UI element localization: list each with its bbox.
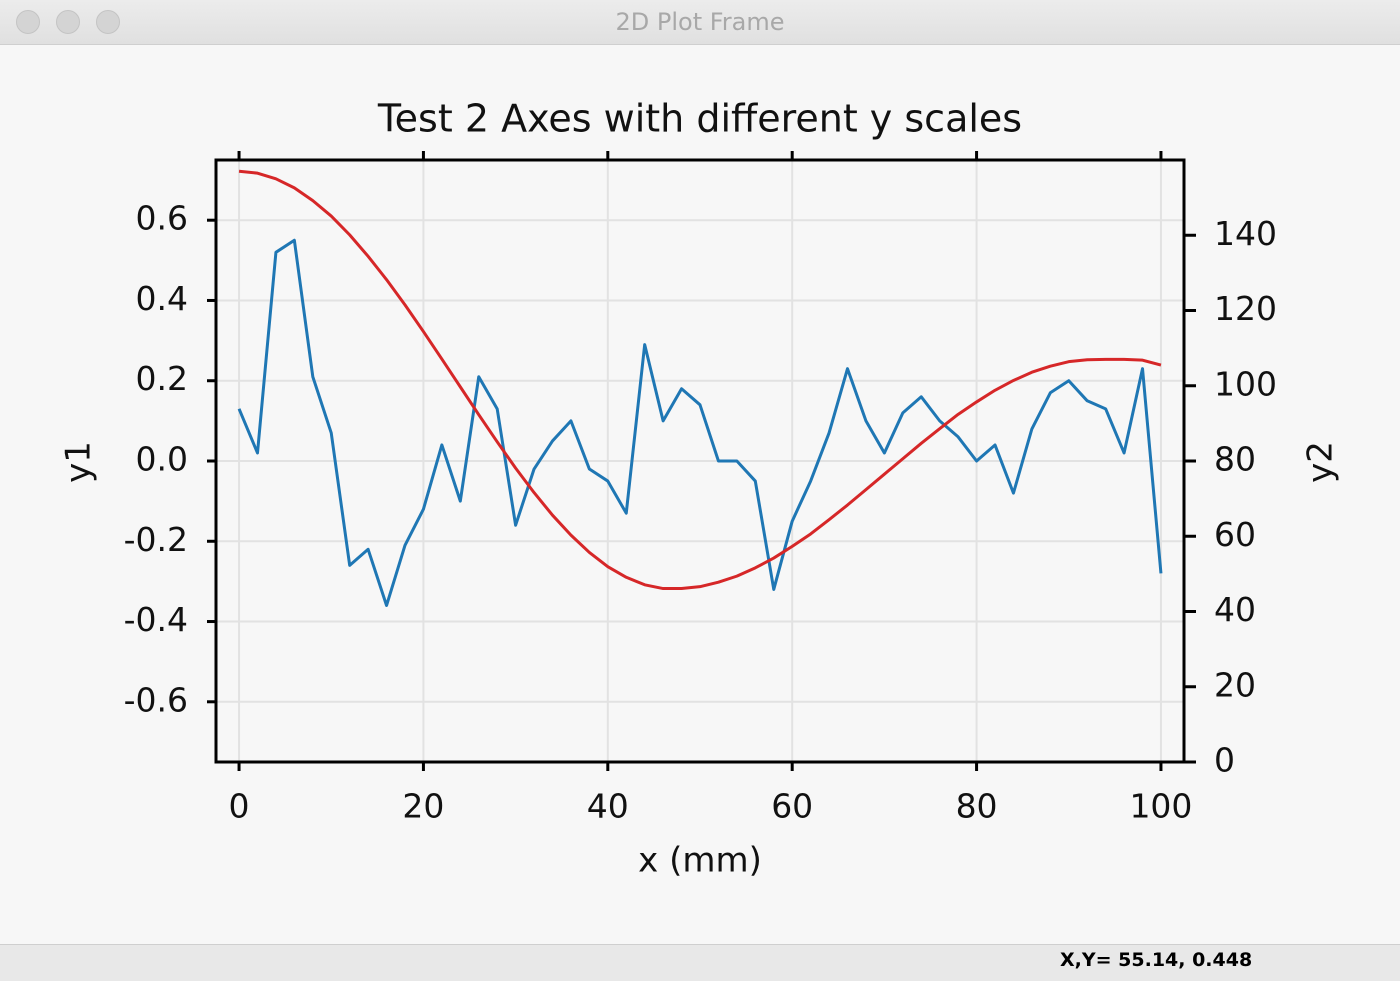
x-tick-label: 60 (771, 787, 813, 826)
zoom-button[interactable] (96, 10, 120, 34)
cursor-position: X,Y= 55.14, 0.448 (1060, 949, 1253, 971)
chart: Test 2 Axes with different y scales x (m… (59, 97, 1341, 881)
status-bar: X,Y= 55.14, 0.448 (0, 944, 1400, 981)
y-tick-label: -0.4 (124, 600, 188, 639)
y2-tick-label: 100 (1214, 364, 1277, 403)
y2-tick-label: 120 (1214, 289, 1277, 328)
x-axis-label: x (mm) (638, 841, 762, 881)
data-line (237, 238, 1163, 607)
x-tick-label: 80 (956, 787, 998, 826)
y-tick-label: 0.2 (136, 359, 188, 398)
window-title: 2D Plot Frame (615, 8, 785, 36)
x-tick-label: 100 (1129, 787, 1192, 826)
data-line (238, 169, 1162, 591)
x-tick-label: 20 (402, 787, 444, 826)
y2-tick-label: 40 (1214, 590, 1256, 629)
y2-tick-label: 0 (1214, 741, 1235, 780)
chart-title: Test 2 Axes with different y scales (377, 97, 1022, 141)
y2-tick-label: 140 (1214, 214, 1277, 253)
x-tick-label: 40 (587, 787, 629, 826)
minimize-button[interactable] (56, 10, 80, 34)
x-tick-label: 0 (229, 787, 250, 826)
y-tick-label: 0.0 (136, 440, 188, 479)
y-tick-label: -0.2 (124, 520, 188, 559)
plot-frame (214, 158, 1186, 764)
y2-tick-label: 20 (1214, 665, 1256, 704)
title-bar: 2D Plot Frame (0, 0, 1400, 45)
y-tick-label: 0.6 (136, 199, 188, 238)
y2-axis-label: y2 (1301, 441, 1341, 483)
close-button[interactable] (16, 10, 40, 34)
y2-tick-label: 80 (1214, 440, 1256, 479)
y-axis-label: y1 (59, 441, 99, 483)
y-tick-label: 0.4 (136, 279, 188, 318)
y-tick-label: -0.6 (124, 680, 188, 719)
y2-tick-label: 60 (1214, 515, 1256, 554)
